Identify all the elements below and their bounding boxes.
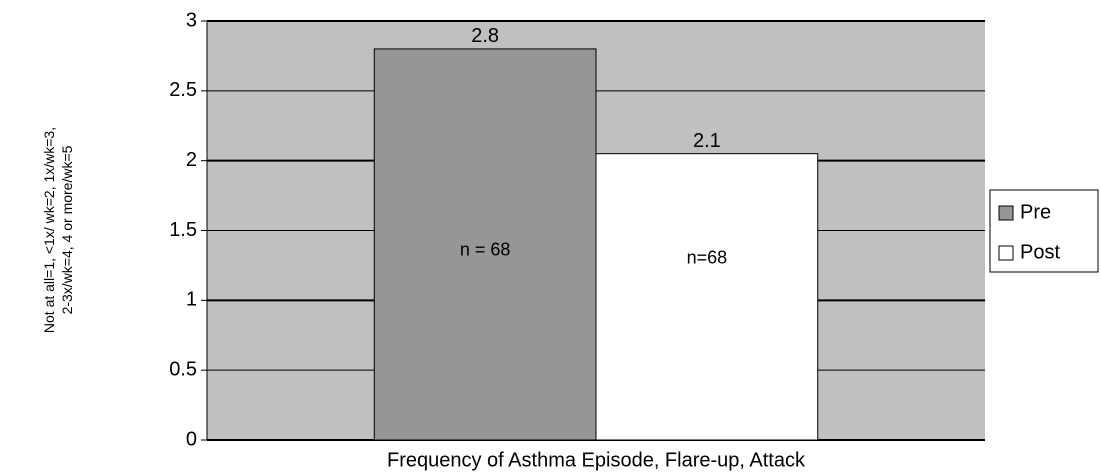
value-label: 2.1 [693, 130, 721, 152]
bar [373, 48, 597, 441]
y-axis-title-line: 2-3x/wk=4, 4 or more/wk=5 [59, 145, 75, 314]
y-tick-label: 1.5 [169, 219, 197, 241]
bar [595, 153, 819, 441]
bar-annotation: n = 68 [460, 239, 511, 259]
bar-annotation: n=68 [687, 247, 728, 267]
legend-label: Pre [1020, 201, 1051, 223]
y-tick-label: 0 [186, 428, 197, 450]
y-axis-title-line: Not at all=1, <1x/ wk=2, 1x/wk=3, [41, 127, 57, 333]
y-tick-label: 3 [186, 9, 197, 31]
y-tick-label: 0.5 [169, 358, 197, 380]
value-label: 2.8 [471, 25, 499, 47]
y-tick-label: 1 [186, 289, 197, 311]
y-axis-title: Not at all=1, <1x/ wk=2, 1x/wk=3, 2-3x/wk… [41, 127, 75, 333]
legend-swatch [998, 205, 1014, 221]
legend-swatch [998, 245, 1014, 261]
y-tick-label: 2.5 [169, 79, 197, 101]
y-tick-label: 2 [186, 149, 197, 171]
legend-label: Post [1020, 241, 1060, 263]
x-tick-label: Frequency of Asthma Episode, Flare-up, A… [387, 449, 806, 471]
